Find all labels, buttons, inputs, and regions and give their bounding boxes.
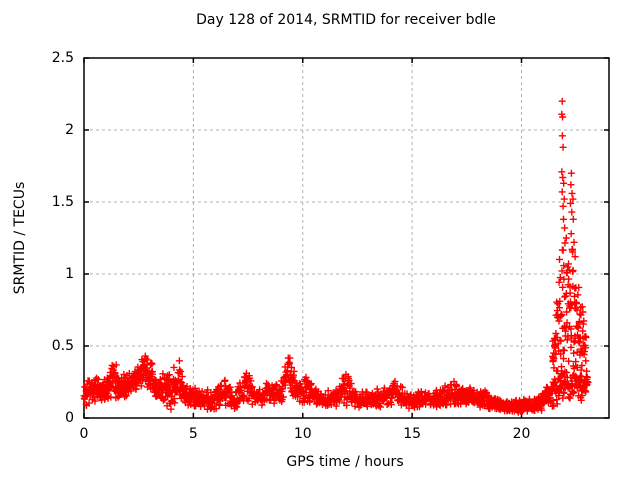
grid-lines	[84, 58, 609, 418]
axis-ticks	[83, 57, 609, 419]
plot-border	[83, 57, 610, 419]
x-axis-label: GPS time / hours	[286, 454, 404, 470]
data-points-srmtid	[80, 97, 592, 416]
chart-title: Day 128 of 2014, SRMTID for receiver bdl…	[196, 12, 496, 28]
